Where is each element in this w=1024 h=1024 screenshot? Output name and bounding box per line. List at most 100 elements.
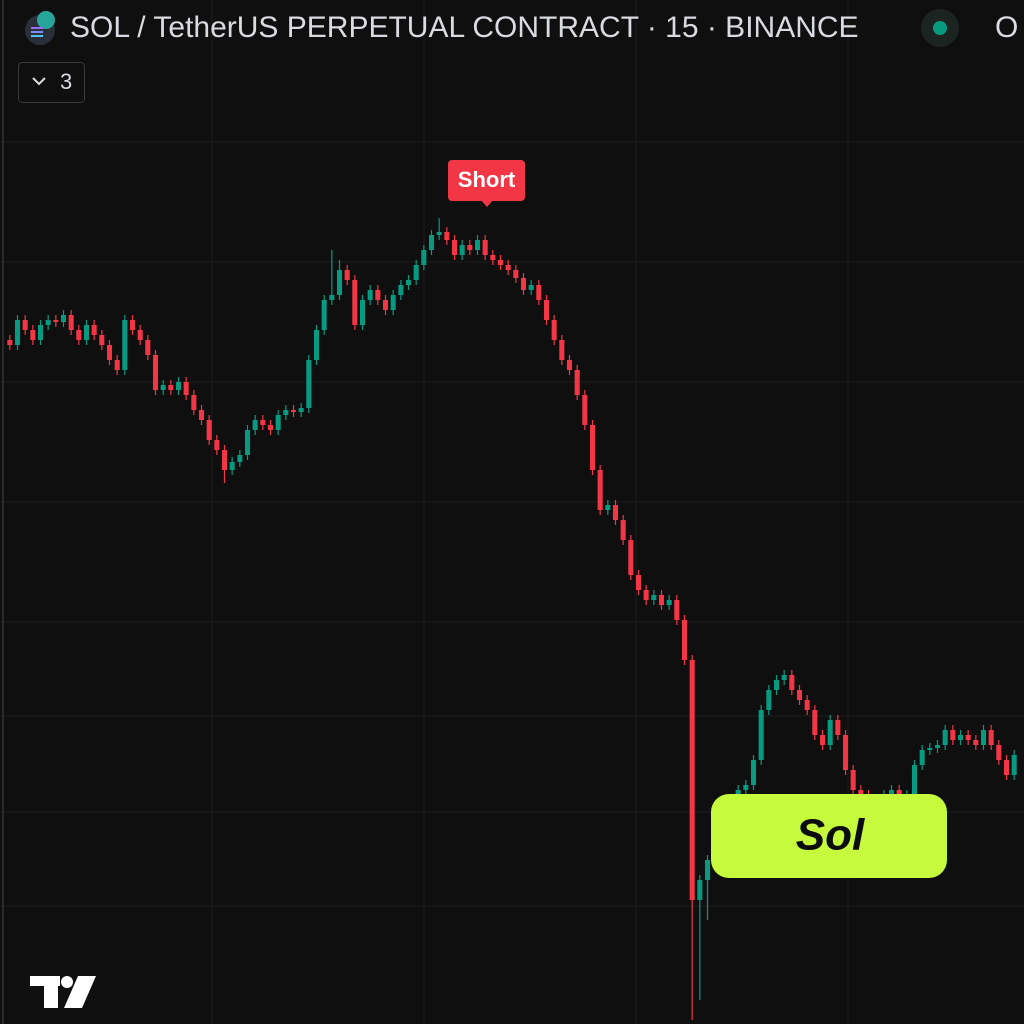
candle-body: [1011, 755, 1017, 775]
candle-body: [988, 730, 994, 745]
candle-body: [758, 710, 764, 760]
candle-body: [237, 455, 243, 462]
candle-body: [520, 278, 527, 290]
candle-body: [267, 425, 274, 430]
candle-body: [628, 540, 634, 575]
candle-body: [99, 335, 105, 345]
candle-body: [45, 320, 51, 325]
candle-body: [927, 748, 933, 750]
sol-badge: Sol: [711, 794, 947, 878]
candle-body: [244, 430, 251, 455]
candle-body: [175, 382, 182, 390]
candle-body: [260, 420, 266, 425]
candle-body: [405, 280, 412, 285]
candle-body: [122, 320, 128, 370]
candle-body: [390, 295, 396, 310]
candle-body: [252, 420, 258, 430]
candle-body: [789, 675, 795, 690]
candle-body: [329, 295, 335, 300]
candle-body: [106, 345, 113, 360]
candle-body: [827, 720, 833, 745]
candle-body: [942, 730, 948, 745]
candle-body: [91, 325, 97, 335]
candle-body: [198, 410, 205, 420]
status-button[interactable]: [921, 9, 959, 47]
candle-body: [643, 590, 649, 600]
candle-body: [835, 720, 841, 735]
candle-body: [352, 280, 358, 325]
candle-body: [160, 385, 166, 390]
candle-body: [137, 330, 143, 340]
symbol-icon: [25, 11, 55, 45]
candle-body: [620, 520, 626, 540]
candle-body: [850, 770, 856, 790]
candle-body: [582, 395, 588, 425]
candle-body: [743, 785, 749, 790]
candle-body: [367, 290, 373, 300]
short-signal: Short: [448, 160, 525, 207]
candle-body: [467, 245, 473, 250]
candle-body: [635, 575, 642, 590]
candle-body: [934, 745, 941, 748]
candle-body: [536, 285, 542, 300]
candle-body: [275, 415, 281, 430]
candle-body: [858, 790, 864, 795]
candle-body: [474, 240, 481, 250]
candle-body: [697, 880, 703, 900]
candle-body: [666, 600, 672, 605]
ohlc-label: O: [995, 11, 1018, 44]
candle-body: [681, 620, 688, 660]
candle-body: [612, 505, 619, 520]
candle-body: [398, 285, 404, 295]
candle-body: [490, 255, 496, 260]
candle-body: [950, 730, 956, 740]
candle-body: [965, 735, 971, 740]
candle-body: [528, 285, 534, 290]
candle-body: [796, 690, 803, 700]
candle-body: [566, 360, 573, 370]
candle-body: [804, 700, 810, 710]
candle-body: [911, 765, 918, 795]
tv-logo: [30, 976, 96, 1008]
candle-body: [781, 675, 787, 680]
candle-body: [336, 270, 343, 295]
candle-body: [375, 290, 381, 300]
candle-body: [842, 735, 849, 770]
candle-body: [451, 240, 458, 255]
candle-body: [114, 360, 120, 370]
candle-body: [129, 320, 136, 330]
candle-body: [382, 300, 389, 310]
candle-body: [605, 505, 611, 510]
candle-body: [444, 232, 450, 240]
candle-body: [996, 745, 1002, 760]
indicator-count: 3: [60, 69, 72, 94]
candle-body: [428, 235, 435, 250]
candle-body: [436, 232, 442, 235]
candle-body: [812, 710, 818, 735]
candle-body: [214, 440, 220, 450]
symbol-title: SOL / TetherUS PERPETUAL CONTRACT · 15 ·…: [70, 11, 859, 44]
candle-body: [1003, 760, 1010, 775]
candle-body: [505, 265, 511, 270]
candle-body: [344, 270, 350, 280]
candle-body: [290, 410, 297, 412]
candle-body: [482, 240, 488, 255]
candle-body: [574, 370, 580, 395]
candle-body: [957, 735, 964, 740]
candle-body: [589, 425, 596, 470]
candle-body: [421, 250, 427, 265]
candle-body: [168, 385, 174, 390]
candle-body: [973, 740, 979, 745]
indicators-toggle[interactable]: 3: [18, 62, 85, 103]
candle-body: [298, 408, 304, 412]
candle-body: [651, 595, 657, 600]
candle-body: [30, 330, 36, 340]
candle-body: [206, 420, 212, 440]
candle-body: [413, 265, 419, 280]
candle-body: [14, 320, 21, 345]
candle-body: [543, 300, 550, 320]
candle-body: [68, 315, 74, 330]
candle-body: [22, 320, 28, 330]
candle-body: [674, 600, 680, 620]
